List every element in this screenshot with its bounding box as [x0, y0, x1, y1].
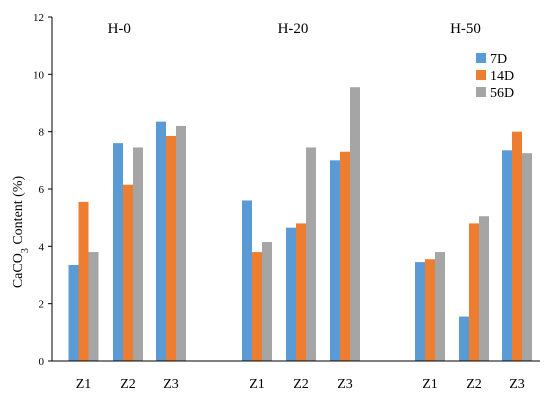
bar [296, 223, 306, 361]
category-label: Z2 [120, 377, 136, 392]
bar [242, 200, 252, 361]
bar [340, 151, 350, 361]
bars [68, 87, 532, 361]
legend-label: 7D [490, 52, 507, 67]
group-label: H-20 [278, 21, 309, 37]
category-label: Z1 [249, 377, 265, 392]
legend-swatch [476, 87, 486, 97]
category-label: Z2 [466, 377, 482, 392]
bar [133, 147, 143, 361]
y-axis-label-rest: Content (%) [11, 176, 26, 249]
y-axis-label-main: CaCO [11, 253, 26, 288]
bar [459, 316, 469, 361]
legend: 7D 14D 56D [476, 52, 514, 101]
y-tick-label: 2 [39, 299, 45, 311]
bar [286, 227, 296, 361]
y-tick-label: 12 [33, 12, 44, 24]
legend-swatch [476, 70, 486, 80]
category-label: Z3 [337, 377, 353, 392]
bar [330, 160, 340, 361]
bar [479, 216, 489, 361]
bar [425, 259, 435, 361]
category-label: Z1 [422, 377, 438, 392]
bar [78, 201, 89, 361]
category-label: Z3 [509, 377, 525, 392]
category-labels: Z1 Z2 Z3 Z1 Z2 Z3 Z1 Z2 Z3 [76, 377, 525, 392]
bar [522, 153, 532, 361]
bar [88, 252, 99, 361]
group-label: H-0 [108, 21, 131, 37]
bar [435, 252, 445, 361]
bar [469, 223, 479, 361]
y-tick-label: 6 [39, 184, 45, 196]
bar [113, 143, 123, 361]
bar [502, 150, 512, 361]
bar [156, 121, 166, 361]
category-label: Z2 [293, 377, 309, 392]
bar [262, 242, 272, 361]
y-axis-ticks: 0 2 4 6 8 10 12 [33, 12, 52, 368]
group-label: H-50 [450, 21, 481, 37]
bar [68, 264, 79, 361]
legend-label: 14D [490, 69, 514, 84]
legend-label: 56D [490, 86, 514, 101]
bar [415, 262, 425, 361]
bar [166, 135, 176, 361]
y-axis-label-subscript: 3 [20, 248, 31, 253]
bar [512, 131, 522, 361]
y-tick-label: 8 [39, 127, 45, 139]
category-label: Z1 [76, 377, 92, 392]
category-label: Z3 [163, 377, 179, 392]
legend-swatch [476, 53, 486, 63]
bar [350, 87, 360, 361]
bar [252, 252, 262, 361]
bar [306, 147, 316, 361]
bar [123, 184, 133, 361]
y-tick-label: 10 [33, 69, 45, 81]
bar [176, 125, 186, 361]
y-tick-label: 0 [39, 356, 45, 368]
group-labels: H-0 H-20 H-50 [108, 21, 481, 37]
y-axis-label: CaCO3 Content (%) [11, 176, 31, 289]
y-tick-label: 4 [39, 241, 45, 253]
